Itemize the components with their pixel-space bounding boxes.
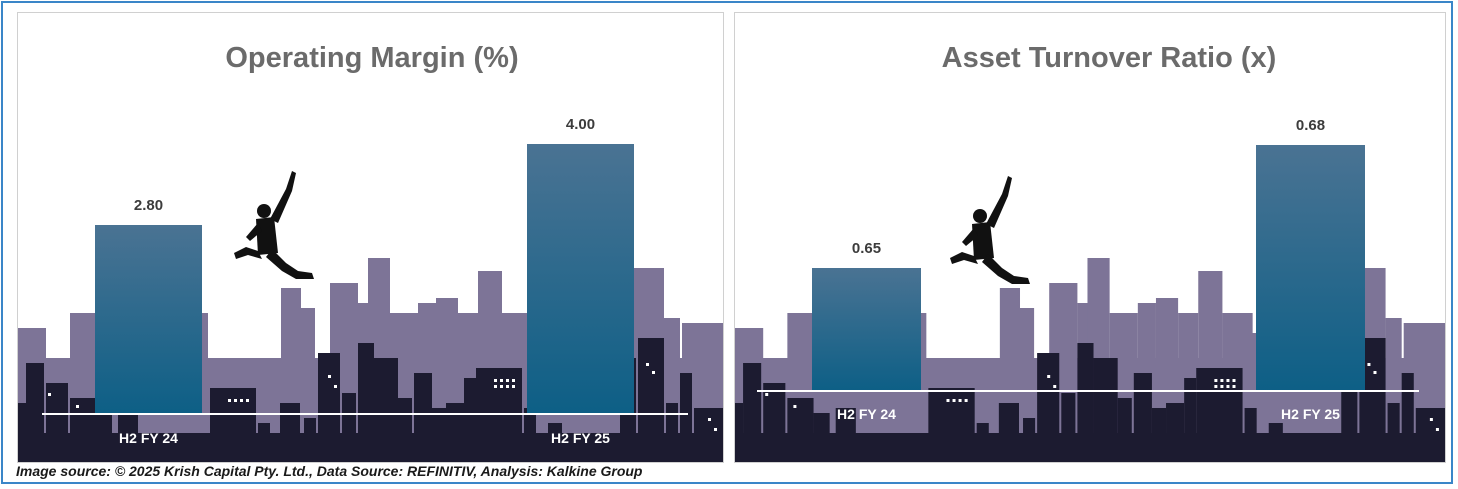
chart-title: Operating Margin (%) (225, 42, 518, 74)
window-light (328, 375, 331, 378)
window-light (1047, 375, 1051, 378)
window-light (48, 393, 51, 396)
window-light (793, 405, 797, 408)
jumper-arm-low (962, 228, 978, 246)
window-light (652, 371, 655, 374)
jumper-leg-front (266, 249, 314, 279)
bar-value-label: 4.00 (566, 116, 595, 133)
bar-value-label: 0.68 (1296, 117, 1325, 134)
window-light (1220, 385, 1224, 388)
window-light (1226, 385, 1230, 388)
category-label: H2 FY 24 (837, 406, 896, 422)
skyline-building-front (18, 403, 26, 462)
city-skyline (735, 258, 1445, 462)
category-label: H2 FY 24 (119, 430, 178, 446)
jumper-head (973, 209, 987, 223)
category-label: H2 FY 25 (1281, 406, 1340, 422)
window-light (228, 399, 231, 402)
window-light (964, 399, 968, 402)
skyline-building-front (1077, 343, 1094, 462)
category-label: H2 FY 25 (551, 430, 610, 446)
skyline-building-front (358, 343, 374, 462)
jumper-arm-raised (986, 176, 1012, 228)
window-light (240, 399, 243, 402)
jumping-man-icon (950, 176, 1030, 284)
skyline-building-front (735, 403, 744, 462)
window-light (500, 385, 503, 388)
window-light (946, 399, 950, 402)
jumper-leg-back (234, 247, 262, 259)
bar (1256, 145, 1365, 391)
window-light (1373, 371, 1377, 374)
window-light (646, 363, 649, 366)
window-light (512, 379, 515, 382)
skyline-building-front (18, 433, 723, 462)
chart-title: Asset Turnover Ratio (x) (942, 42, 1277, 74)
window-light (714, 428, 717, 431)
window-light (708, 418, 711, 421)
jumper-arm-raised (270, 171, 296, 223)
window-light (334, 385, 337, 388)
window-light (1435, 428, 1439, 431)
window-light (234, 399, 237, 402)
jumper-leg-front (982, 254, 1030, 284)
window-light (76, 405, 79, 408)
operating-margin-plot: Operating Margin (%) 2.80 H2 FY 24 4.00 H2 F… (18, 42, 723, 462)
jumper-arm-low (246, 223, 262, 241)
window-light (1214, 379, 1218, 382)
asset-turnover-chart: Asset Turnover Ratio (x) 0.65 H2 FY 24 0.68… (734, 12, 1446, 463)
window-light (500, 379, 503, 382)
source-note: Image source: © 2025 Krish Capital Pty. … (16, 463, 643, 479)
window-light (1429, 418, 1433, 421)
window-light (1367, 363, 1371, 366)
window-light (1226, 379, 1230, 382)
bar (812, 268, 921, 391)
window-light (246, 399, 249, 402)
window-light (765, 393, 769, 396)
window-light (958, 399, 962, 402)
jumper-torso (972, 222, 994, 260)
window-light (952, 399, 956, 402)
city-skyline (18, 258, 723, 462)
jumper-head (257, 204, 271, 218)
window-light (494, 385, 497, 388)
bar (527, 144, 634, 414)
jumping-man-icon (234, 171, 314, 279)
asset-turnover-plot: Asset Turnover Ratio (x) 0.65 H2 FY 24 0.68… (735, 42, 1445, 462)
jumper-leg-back (950, 252, 978, 264)
window-light (506, 385, 509, 388)
window-light (1232, 379, 1236, 382)
window-light (1220, 379, 1224, 382)
bar-value-label: 2.80 (134, 197, 163, 214)
bar-value-label: 0.65 (852, 240, 881, 257)
window-light (1214, 385, 1218, 388)
window-light (506, 379, 509, 382)
window-light (512, 385, 515, 388)
window-light (494, 379, 497, 382)
window-light (1232, 385, 1236, 388)
skyline-building-front (735, 433, 1445, 462)
operating-margin-chart: Operating Margin (%) 2.80 H2 FY 24 4.00 H2 F… (17, 12, 724, 463)
jumper-torso (256, 217, 278, 255)
window-light (1053, 385, 1057, 388)
bar (95, 225, 202, 414)
